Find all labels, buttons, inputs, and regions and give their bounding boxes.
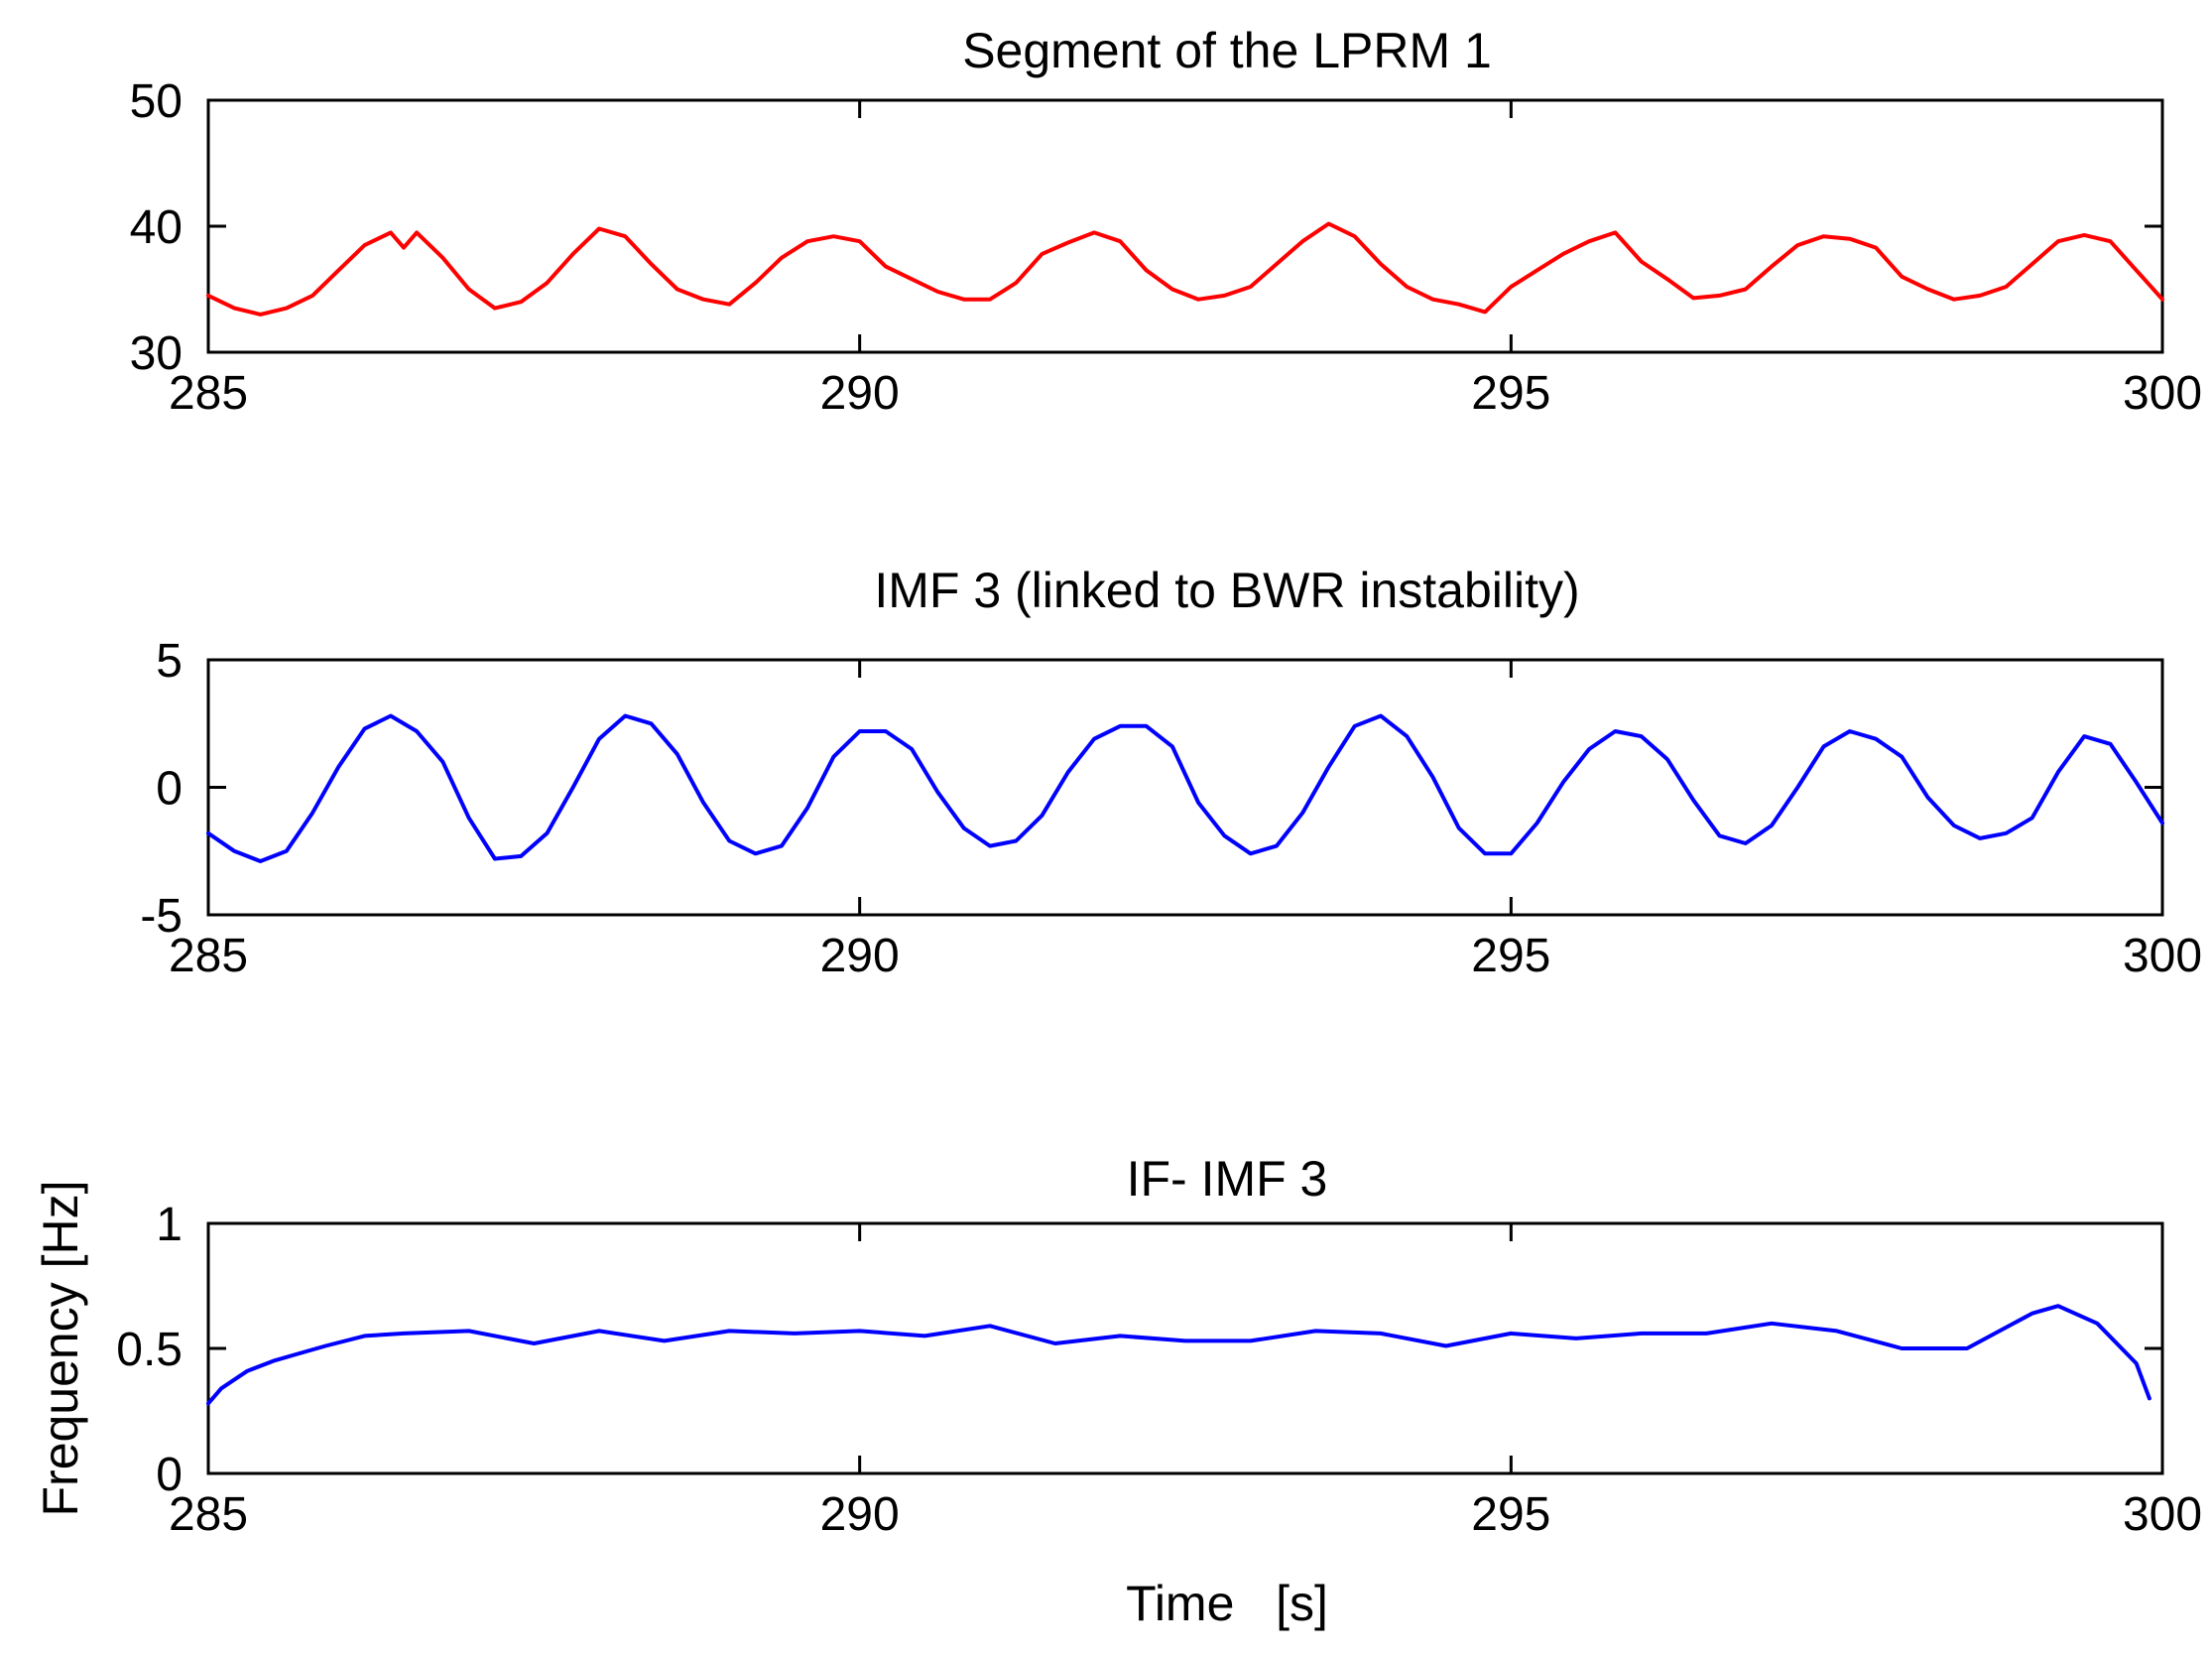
if-imf3-x-tick-label: 290: [820, 1488, 900, 1541]
lprm-x-tick-label: 290: [820, 367, 900, 420]
imf3-plot-title: IMF 3 (linked to BWR instability): [874, 563, 1579, 618]
imf3-y-tick-label: -5: [140, 890, 183, 943]
if-imf3-plot-title: IF- IMF 3: [1127, 1151, 1328, 1207]
instantaneous-frequency-line: [206, 1304, 2151, 1406]
if-imf3-x-tick-label: 295: [1471, 1488, 1550, 1541]
y-axis-label: Frequency [Hz]: [33, 1180, 88, 1516]
imf3-x-tick-label: 285: [169, 930, 248, 982]
lprm-plot-title: Segment of the LPRM 1: [962, 23, 1492, 78]
imf3-plot-ticks: 285 290 295 300 -5 0 5: [140, 635, 2202, 982]
if-imf3-plot-ticks: 285 290 295 300 0 0.5 1: [116, 1199, 2202, 1541]
x-axis-label: Time [s]: [1126, 1576, 1328, 1631]
imf3-x-tick-label: 295: [1471, 930, 1550, 982]
if-imf3-y-tick-label: 0: [156, 1449, 183, 1501]
if-imf3-y-tick-label: 0.5: [116, 1324, 183, 1376]
if-imf3-x-tick-label: 285: [169, 1488, 248, 1541]
imf3-y-tick-label: 5: [156, 635, 183, 688]
if-imf3-x-tick-label: 300: [2123, 1488, 2202, 1541]
lprm-x-tick-label: 300: [2123, 367, 2202, 420]
lprm-signal-line: [206, 221, 2164, 317]
lprm-y-tick-label: 50: [130, 75, 183, 128]
if-imf3-plot: IF- IMF 3 285 290 295 300 0 0.5 1 Time [s] Fre…: [33, 1151, 2202, 1631]
imf3-plot: IMF 3 (linked to BWR instability) 285 290…: [140, 563, 2202, 982]
lprm-x-tick-label: 285: [169, 367, 248, 420]
imf3-x-tick-label: 300: [2123, 930, 2202, 982]
lprm-plot-ticks: 285 290 295 300 30 40 50: [130, 75, 2202, 420]
if-imf3-y-tick-label: 1: [156, 1199, 183, 1251]
imf3-y-tick-label: 0: [156, 763, 183, 816]
lprm-segment-plot: Segment of the LPRM 1 285 290 295 300 30 40 50: [130, 23, 2202, 420]
lprm-x-tick-label: 295: [1471, 367, 1550, 420]
imf3-x-tick-label: 290: [820, 930, 900, 982]
imf3-signal-line: [206, 713, 2164, 863]
lprm-y-tick-label: 40: [130, 201, 183, 254]
lprm-y-tick-label: 30: [130, 327, 183, 380]
